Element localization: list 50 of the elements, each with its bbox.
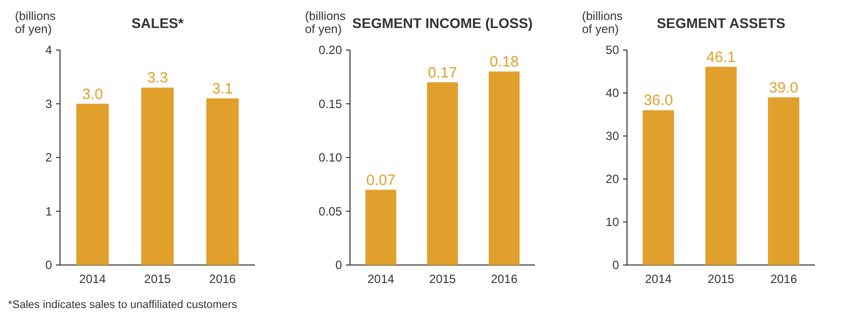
- bar: [705, 66, 737, 265]
- bar: [206, 98, 239, 265]
- y-tick-label: 20: [606, 172, 620, 186]
- bar: [768, 97, 800, 265]
- data-label: 3.3: [147, 70, 168, 87]
- data-label: 39.0: [769, 79, 798, 96]
- y-tick-label: 0: [335, 258, 342, 272]
- y-tick-label: 0: [45, 258, 52, 272]
- x-tick-label: 2014: [644, 272, 672, 286]
- x-tick-label: 2016: [490, 272, 518, 286]
- bar: [427, 82, 458, 265]
- chart-title: SALES*: [131, 15, 184, 31]
- y-tick-label: 2: [45, 150, 52, 164]
- data-label: 3.1: [212, 80, 233, 98]
- y-tick-label: 30: [606, 129, 620, 143]
- x-tick-label: 2015: [429, 272, 456, 286]
- x-tick-label: 2014: [79, 272, 106, 286]
- chart-title: SEGMENT ASSETS: [656, 15, 786, 31]
- chart-title: SEGMENT INCOME (LOSS): [352, 15, 533, 31]
- y-tick-label: 1: [45, 204, 52, 218]
- data-label: 0.17: [428, 64, 458, 82]
- bar: [141, 88, 174, 265]
- data-label: 46.1: [706, 48, 736, 66]
- y-axis-title: (billions of yen): [15, 9, 56, 36]
- x-tick-label: 2015: [144, 272, 172, 286]
- y-tick-label: 0.20: [318, 43, 342, 57]
- x-tick-label: 2015: [708, 272, 735, 286]
- y-tick-label: 0: [612, 258, 620, 272]
- bar: [642, 110, 674, 265]
- bar: [488, 72, 520, 265]
- data-label: 3.0: [82, 86, 103, 103]
- bar: [365, 190, 396, 265]
- y-axis-title: (billions of yen): [305, 9, 346, 36]
- bar: [76, 104, 109, 265]
- y-axis-title: (billions of yen): [582, 9, 623, 36]
- x-tick-label: 2016: [209, 272, 236, 286]
- y-tick-label: 0.10: [318, 150, 342, 164]
- x-tick-label: 2014: [367, 272, 395, 286]
- text: *Sales indicates sales to unaffiliated customers: [8, 299, 238, 311]
- data-label: 0.07: [366, 172, 396, 189]
- y-tick-label: 3: [45, 96, 52, 111]
- y-tick-label: 40: [606, 86, 620, 100]
- y-tick-label: 50: [606, 43, 620, 57]
- data-label: 0.18: [490, 54, 519, 70]
- y-tick-label: 0.05: [318, 204, 342, 218]
- data-label: 36.0: [644, 92, 673, 110]
- y-tick-label: 10: [606, 215, 620, 229]
- y-tick-label: 0.15: [318, 96, 342, 111]
- x-tick-label: 2016: [770, 272, 798, 286]
- y-tick-label: 4: [45, 43, 52, 57]
